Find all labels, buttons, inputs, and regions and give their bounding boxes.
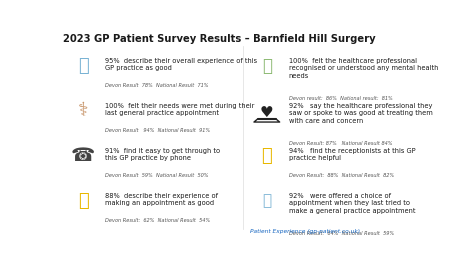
Text: ☎: ☎ — [71, 146, 95, 165]
Text: 📅: 📅 — [78, 192, 89, 210]
Text: Devon Result:  64%  National Result  59%: Devon Result: 64% National Result 59% — [289, 231, 394, 236]
Text: Devon Result  78%  National Result  71%: Devon Result 78% National Result 71% — [105, 83, 209, 88]
Text: Devon Result:  88%  National Result  82%: Devon Result: 88% National Result 82% — [289, 173, 394, 178]
Text: ⚕: ⚕ — [78, 101, 88, 120]
Text: Devon Result: 87%   National Result 84%: Devon Result: 87% National Result 84% — [289, 141, 392, 146]
Text: 95%  describe their overall experience of this
GP practice as good: 95% describe their overall experience of… — [105, 57, 257, 71]
Text: 88%  describe their experience of
making an appointment as good: 88% describe their experience of making … — [105, 193, 218, 206]
Text: Devon Result   94%  National Result  91%: Devon Result 94% National Result 91% — [105, 128, 210, 133]
Text: Devon Result  59%  National Result  50%: Devon Result 59% National Result 50% — [105, 173, 209, 178]
Text: 👍: 👍 — [78, 57, 89, 75]
Text: 100%  felt the healthcare professional
recognised or understood any mental healt: 100% felt the healthcare professional re… — [289, 57, 438, 79]
Text: ♥: ♥ — [260, 105, 273, 120]
Text: 2023 GP Patient Survey Results – Barnfield Hill Surgery: 2023 GP Patient Survey Results – Barnfie… — [63, 34, 375, 44]
Text: 🚧: 🚧 — [262, 193, 272, 208]
Text: 🧍: 🧍 — [262, 147, 272, 165]
Text: Devon result:  86%  National result:  81%: Devon result: 86% National result: 81% — [289, 95, 392, 101]
Text: Patient Experience (gp-patient.co.uk): Patient Experience (gp-patient.co.uk) — [250, 229, 360, 234]
Text: 91%  find it easy to get through to
this GP practice by phone: 91% find it easy to get through to this … — [105, 148, 220, 161]
Text: 94%   find the receptionists at this GP
practice helpful: 94% find the receptionists at this GP pr… — [289, 148, 416, 161]
Text: 🧠: 🧠 — [262, 57, 272, 75]
Text: 100%  felt their needs were met during their
last general practice appointment: 100% felt their needs were met during th… — [105, 103, 255, 116]
Text: 92%   say the healthcare professional they
saw or spoke to was good at treating : 92% say the healthcare professional they… — [289, 103, 433, 124]
Text: Devon Result:  62%  National Result  54%: Devon Result: 62% National Result 54% — [105, 218, 210, 223]
Text: 92%   were offered a choice of
appointment when they last tried to
make a genera: 92% were offered a choice of appointment… — [289, 193, 415, 214]
